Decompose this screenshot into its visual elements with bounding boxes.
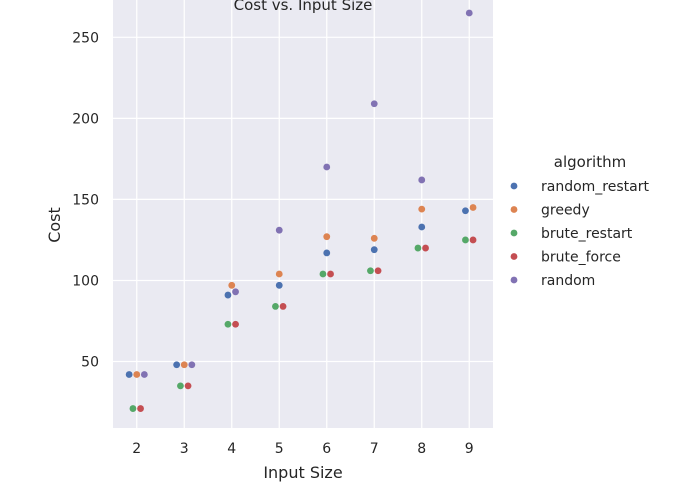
plot-background — [113, 0, 493, 428]
x-tick-label: 7 — [370, 441, 379, 457]
x-tick-label: 3 — [180, 441, 189, 457]
y-tick-label: 100 — [72, 273, 99, 289]
x-tick-label: 9 — [465, 441, 474, 457]
legend-marker — [510, 182, 518, 190]
point-greedy — [275, 270, 283, 278]
point-brute-force — [137, 405, 144, 412]
point-random-restart — [173, 361, 181, 369]
point-brute-restart — [414, 244, 422, 252]
point-random — [232, 288, 239, 296]
point-brute-force — [184, 382, 192, 390]
chart-title: Cost vs. Input Size — [234, 0, 373, 14]
point-random — [188, 361, 196, 369]
y-tick-labels: 50 100 150 200 250 — [72, 30, 99, 370]
y-tick-label: 50 — [81, 355, 99, 371]
point-random-restart — [275, 281, 283, 289]
y-tick-label: 150 — [72, 192, 99, 208]
x-tick-label: 8 — [417, 441, 426, 457]
point-greedy — [469, 204, 477, 211]
x-tick-label: 4 — [227, 441, 236, 457]
legend-title: algorithm — [554, 153, 626, 171]
point-greedy — [323, 233, 331, 241]
legend-marker — [510, 206, 518, 213]
x-axis-label: Input Size — [263, 463, 342, 482]
point-brute-force — [469, 236, 477, 244]
legend-label: greedy — [541, 203, 590, 219]
y-tick-label: 250 — [72, 30, 99, 46]
grid-lines — [113, 0, 493, 428]
point-random — [465, 9, 473, 17]
legend-label: random_restart — [541, 179, 649, 195]
point-brute-restart — [129, 405, 137, 412]
legend-label: random — [541, 273, 595, 289]
x-tick-label: 5 — [275, 441, 284, 457]
point-random — [370, 100, 378, 108]
legend-marker — [510, 229, 518, 237]
y-axis-label: Cost — [45, 207, 64, 243]
point-greedy — [370, 234, 378, 242]
y-tick-label: 200 — [72, 111, 99, 127]
point-random — [418, 176, 426, 184]
point-greedy — [133, 371, 141, 378]
point-brute-restart — [319, 270, 327, 278]
x-tick-label: 2 — [132, 441, 141, 457]
point-brute-restart — [177, 382, 184, 390]
data-points — [125, 9, 477, 412]
point-random-restart — [125, 371, 133, 378]
point-random-restart — [224, 291, 232, 299]
point-brute-force — [279, 303, 287, 310]
legend-marker — [510, 253, 518, 260]
point-brute-restart — [224, 320, 232, 328]
point-random-restart — [370, 246, 378, 254]
point-brute-force — [374, 267, 382, 275]
point-greedy — [180, 361, 188, 369]
point-random-restart — [418, 223, 426, 231]
point-random-restart — [462, 207, 469, 215]
point-brute-force — [232, 320, 239, 328]
point-greedy — [418, 205, 426, 213]
point-random — [323, 163, 331, 171]
legend-marker — [510, 276, 518, 284]
point-brute-restart — [367, 267, 374, 275]
legend-label: brute_force — [541, 250, 621, 266]
point-brute-force — [327, 270, 334, 278]
x-tick-label: 6 — [322, 441, 331, 457]
point-brute-restart — [272, 303, 279, 310]
point-brute-restart — [462, 236, 469, 244]
point-random — [275, 226, 283, 234]
point-random-restart — [323, 249, 331, 257]
point-greedy — [228, 281, 236, 289]
point-random — [140, 371, 148, 378]
x-tick-labels: 2 3 4 5 6 7 8 9 — [132, 441, 473, 457]
point-brute-force — [422, 244, 429, 252]
legend-label: brute_restart — [541, 226, 633, 242]
